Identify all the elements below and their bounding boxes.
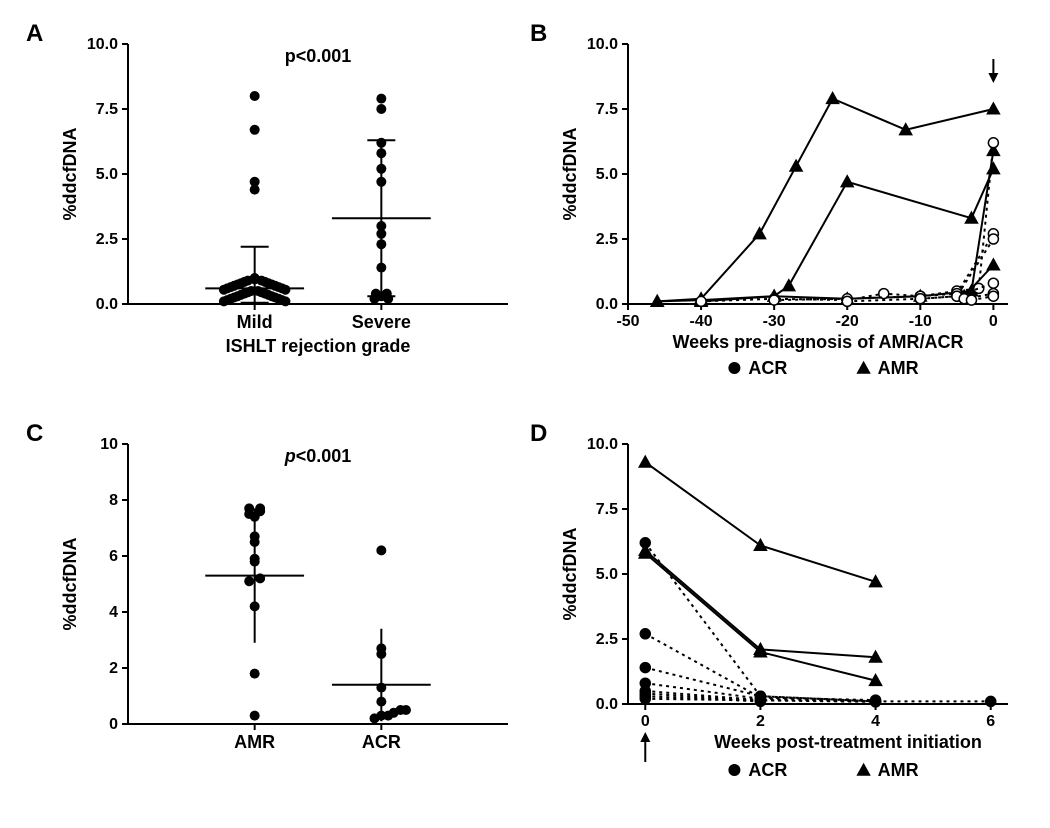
svg-text:-30: -30 [763, 313, 786, 330]
svg-text:Weeks pre-diagnosis of AMR/ACR: Weeks pre-diagnosis of AMR/ACR [672, 332, 963, 352]
svg-text:7.5: 7.5 [96, 101, 118, 118]
svg-text:-40: -40 [690, 313, 713, 330]
svg-text:p<0.001: p<0.001 [284, 446, 352, 466]
svg-text:6: 6 [986, 713, 995, 730]
panel-b-label: B [530, 20, 547, 48]
svg-text:5.0: 5.0 [596, 166, 618, 183]
svg-text:10.0: 10.0 [87, 36, 118, 53]
svg-text:2.5: 2.5 [596, 231, 618, 248]
svg-text:4: 4 [109, 604, 118, 621]
svg-text:%ddcfDNA: %ddcfDNA [60, 538, 80, 631]
svg-text:-10: -10 [909, 313, 932, 330]
panel-d-label: D [530, 420, 547, 448]
svg-text:Mild: Mild [237, 312, 273, 332]
svg-text:2.5: 2.5 [596, 631, 618, 648]
svg-text:ISHLT rejection grade: ISHLT rejection grade [226, 336, 411, 356]
svg-text:4: 4 [871, 713, 880, 730]
svg-text:0: 0 [641, 713, 650, 730]
svg-text:Severe: Severe [352, 312, 411, 332]
svg-text:5.0: 5.0 [96, 166, 118, 183]
svg-text:ACR: ACR [362, 732, 401, 752]
svg-text:%ddcfDNA: %ddcfDNA [60, 128, 80, 221]
svg-text:5.0: 5.0 [596, 566, 618, 583]
svg-text:0: 0 [109, 716, 118, 733]
svg-text:2: 2 [756, 713, 765, 730]
panel-c-plot: 0 2 4 6 8 10 AMR ACR %ddcfDNA p<0.001 [50, 430, 530, 790]
svg-text:0.0: 0.0 [596, 696, 618, 713]
panel-d-plot: 0.0 2.5 5.0 7.5 10.0 0 2 4 6 %ddcfDNA Weeks post-t… [550, 430, 1030, 808]
svg-text:0.0: 0.0 [596, 296, 618, 313]
svg-text:7.5: 7.5 [596, 501, 618, 518]
svg-text:8: 8 [109, 492, 118, 509]
svg-text:%ddcfDNA: %ddcfDNA [560, 128, 580, 221]
svg-text:-20: -20 [836, 313, 859, 330]
svg-text:2: 2 [109, 660, 118, 677]
svg-text:0.0: 0.0 [96, 296, 118, 313]
panel-c-label: C [26, 420, 43, 448]
svg-text:p<0.001: p<0.001 [285, 46, 352, 66]
panel-b-plot: 0.0 2.5 5.0 7.5 10.0 -50 -40 -30 -20 -10 0 %ddcfDNA… [550, 30, 1030, 400]
svg-text:Weeks post-treatment initiatio: Weeks post-treatment initiation [714, 732, 982, 752]
svg-text:ACR: ACR [748, 760, 787, 780]
svg-text:2.5: 2.5 [96, 231, 118, 248]
svg-text:10.0: 10.0 [587, 36, 618, 53]
svg-text:10: 10 [100, 436, 118, 453]
svg-text:AMR: AMR [878, 358, 919, 378]
svg-text:-50: -50 [616, 313, 639, 330]
svg-text:AMR: AMR [878, 760, 919, 780]
svg-text:10.0: 10.0 [587, 436, 618, 453]
panel-a-label: A [26, 20, 43, 48]
svg-text:6: 6 [109, 548, 118, 565]
panel-a-plot: 0.0 2.5 5.0 7.5 10.0 Mild Severe %ddcfDNA ISHLT … [50, 30, 530, 380]
svg-text:%ddcfDNA: %ddcfDNA [560, 528, 580, 621]
svg-text:0: 0 [989, 313, 998, 330]
figure: A 0.0 2.5 5.0 7.5 10.0 Mild Severe %ddcfDNA ISHL… [20, 20, 1030, 808]
svg-text:ACR: ACR [748, 358, 787, 378]
svg-text:7.5: 7.5 [596, 101, 618, 118]
svg-text:AMR: AMR [234, 732, 275, 752]
